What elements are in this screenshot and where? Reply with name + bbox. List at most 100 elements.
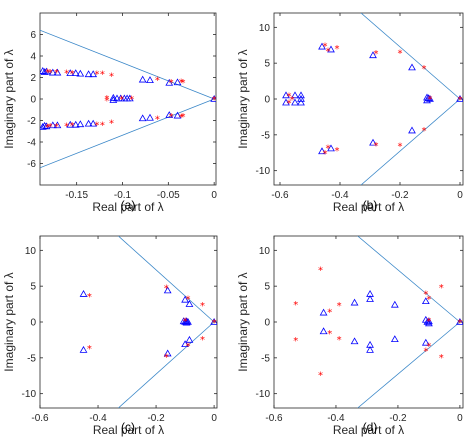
star-marker: * [54,68,59,79]
triangle-marker [84,70,93,78]
star-marker: * [200,335,205,346]
star-marker: * [109,119,114,130]
star-marker: * [104,94,109,105]
panel-3: -0.6 -0.4 -0.2 0 -10 -5 0 5 10 Real part of λ Imag… [2,235,218,437]
panel-4: -0.6 -0.4 -0.2 0 -10 -5 0 5 10 Real part of λ Imag… [236,235,464,437]
triangle-marker [116,94,125,102]
star-marker: * [335,146,340,157]
y-tick-label: 10 [259,246,271,257]
star-marker: * [169,78,174,89]
star-marker: * [374,141,379,152]
x-tick-label: 0 [457,413,463,424]
star-marker: * [70,121,75,132]
triangle-marker [291,91,299,99]
y-tick-label: 5 [30,282,36,293]
star-marker: * [318,266,323,277]
triangle-marker [173,111,182,119]
triangle-marker [425,317,433,325]
star-marker: * [109,71,114,82]
star-marker: * [326,144,331,155]
star-marker: * [327,329,332,340]
triangle-marker [138,114,147,122]
star-marker: * [426,342,431,353]
star-marker: * [318,370,323,381]
triangle-marker [185,335,194,343]
triangle-marker [109,96,118,103]
star-marker: * [94,70,99,81]
star-marker: * [323,41,328,52]
triangle-marker [327,144,335,152]
triangle-marker [297,94,305,102]
triangle-marker [125,94,134,102]
y-tick-label: 6 [30,30,36,41]
y-tick-label: 10 [259,23,271,34]
star-marker: * [439,283,444,294]
x-tick-label: -0.6 [271,190,289,201]
triangle-marker [79,345,88,353]
damping-boundary-line [118,236,215,323]
star-marker: * [100,70,105,81]
y-tick-label: -5 [261,353,270,364]
y-tick-label: 0 [264,318,270,329]
x-tick-label: 0 [211,413,217,424]
star-marker: * [64,121,69,132]
triangle-marker [423,96,431,104]
triangle-marker [138,75,147,83]
y-tick-label: 0 [264,95,270,106]
star-marker: * [54,122,59,133]
triangle-marker [282,98,290,106]
x-tick-label: -0.2 [389,413,407,424]
panel-label: (d) [363,420,378,434]
triangle-marker [146,76,154,83]
star-marker: * [287,91,292,102]
triangle-marker [456,94,463,102]
star-marker: * [104,96,109,107]
star-marker: * [164,284,169,295]
triangle-marker [53,68,62,76]
x-axis-label: Real part of λ [93,423,164,437]
triangle-marker [40,67,47,74]
star-marker: * [87,292,92,303]
plot-frame [39,235,218,409]
panel-label: (b) [363,198,378,212]
y-tick-label: -10 [256,166,271,177]
damping-boundary-line [357,236,461,323]
triangle-marker [71,69,80,76]
triangle-marker [66,69,75,76]
triangle-marker [390,335,399,343]
star-marker: * [129,94,134,105]
x-tick-label: -0.4 [327,413,345,424]
star-marker: * [64,69,69,80]
x-axis-label: Real part of λ [92,200,163,214]
x-tick-label: -0.2 [391,190,409,201]
triangle-marker [40,68,49,75]
triangle-marker [42,122,51,130]
star-marker: * [181,112,186,123]
triangle-marker [425,319,433,327]
x-tick-label: -0.15 [65,190,88,201]
damping-boundary-line [357,321,461,408]
star-marker: * [422,64,427,75]
triangle-marker [173,78,182,86]
triangle-marker [210,317,217,325]
star-marker: * [183,317,188,328]
star-marker: * [439,353,444,364]
star-marker: * [323,149,328,160]
panel-label: (a) [121,198,136,212]
triangle-marker [327,45,335,53]
triangle-marker [165,78,174,86]
star-marker: * [179,113,184,124]
star-marker: * [293,300,298,311]
triangle-marker [319,327,328,335]
triangle-marker [423,93,431,101]
star-marker: * [200,301,205,312]
y-tick-label: 0 [30,95,36,106]
x-axis-label: Real part of λ [333,200,404,214]
triangle-marker [297,98,305,106]
star-marker: * [426,294,431,305]
star-marker: * [398,48,403,59]
star-marker: * [337,301,342,312]
triangle-marker [71,120,80,128]
y-tick-label: -4 [27,138,36,149]
y-tick-label: 0 [30,318,36,329]
